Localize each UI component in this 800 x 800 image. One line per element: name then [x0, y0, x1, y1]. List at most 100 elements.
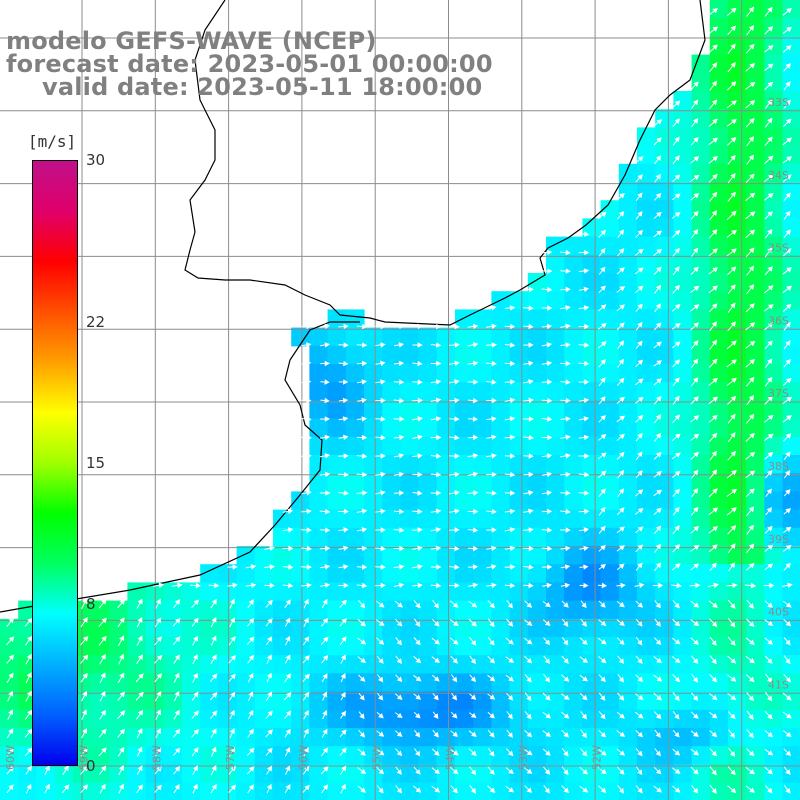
speed-cell [655, 163, 674, 183]
speed-cell [673, 418, 693, 438]
speed-cell [582, 382, 602, 401]
wind-arrow [339, 729, 347, 738]
speed-cell [782, 327, 800, 347]
speed-cell [600, 582, 620, 602]
speed-cell [746, 382, 765, 401]
wind-arrow [469, 636, 477, 646]
wind-arrow [450, 711, 458, 719]
wind-arrow [504, 305, 516, 311]
speed-cell [127, 746, 147, 765]
speed-cell [345, 746, 365, 765]
speed-cell [618, 637, 638, 656]
wind-arrow [449, 619, 459, 627]
wind-arrow [376, 766, 385, 775]
speed-cell [546, 691, 565, 711]
wind-arrow [708, 488, 718, 498]
speed-cell [436, 491, 456, 511]
wind-arrow [172, 618, 181, 627]
wind-arrow [541, 508, 553, 515]
speed-cell [327, 418, 347, 438]
speed-cell [455, 473, 474, 492]
wind-arrow [467, 434, 479, 441]
wind-arrow [524, 655, 533, 664]
speed-cell [618, 582, 638, 602]
speed-cell [600, 527, 620, 547]
wind-arrow [653, 119, 663, 127]
wind-arrow [671, 211, 681, 219]
wind-arrow [504, 490, 516, 496]
speed-cell [546, 345, 565, 365]
wind-arrow [727, 711, 736, 720]
wind-arrow [301, 453, 312, 459]
speed-cell [473, 709, 492, 729]
wind-arrow [783, 636, 791, 646]
wind-arrow [486, 379, 497, 385]
speed-cell [491, 600, 511, 620]
speed-cell [473, 400, 492, 420]
speed-cell [582, 709, 602, 729]
wind-arrow [727, 62, 736, 73]
wind-arrow [617, 692, 625, 701]
wind-arrow [672, 155, 680, 165]
wind-arrow [524, 730, 533, 738]
wind-arrow [80, 765, 89, 775]
wind-arrow [321, 747, 329, 757]
speed-cell [709, 473, 729, 492]
speed-cell [364, 564, 383, 583]
speed-cell [0, 782, 19, 800]
speed-cell [418, 673, 438, 693]
speed-cell [691, 291, 711, 310]
speed-cell [509, 728, 529, 747]
wind-arrow [709, 674, 718, 683]
speed-cell [618, 182, 638, 201]
wind-arrow [653, 211, 662, 219]
wind-arrow [763, 174, 774, 183]
wind-arrow [449, 471, 460, 478]
speed-cell [327, 364, 347, 383]
speed-cell [291, 546, 310, 565]
speed-cell [382, 473, 401, 492]
wind-arrow [303, 617, 309, 627]
wind-arrow [672, 284, 680, 294]
speed-cell [436, 673, 456, 693]
wind-arrow [764, 711, 773, 720]
speed-cell [0, 691, 19, 711]
wind-arrow [579, 785, 589, 793]
speed-cell [746, 218, 765, 238]
wind-arrow [321, 654, 329, 664]
wind-arrow [245, 582, 257, 589]
speed-cell [546, 527, 565, 547]
wind-arrow [228, 765, 236, 775]
speed-cell [273, 527, 292, 547]
wind-arrow [375, 342, 386, 348]
speed-cell [764, 728, 784, 747]
speed-cell [637, 600, 656, 620]
wind-arrow [541, 379, 553, 385]
speed-cell [764, 382, 784, 401]
wind-arrow [449, 453, 460, 459]
speed-cell [728, 273, 747, 292]
wind-arrow [524, 748, 533, 756]
wind-arrow [24, 709, 33, 720]
wind-arrow [210, 728, 217, 738]
wind-arrow [560, 397, 571, 404]
wind-arrow [375, 545, 386, 552]
speed-cell [327, 400, 347, 420]
wind-arrow [430, 545, 442, 552]
wind-arrow [672, 710, 680, 720]
coastline [0, 0, 706, 613]
speed-cell [691, 91, 711, 110]
wind-arrow [745, 451, 756, 460]
speed-cell [782, 509, 800, 529]
wind-arrow [228, 691, 236, 701]
speed-cell [109, 764, 128, 784]
wind-arrow [523, 342, 534, 348]
wind-arrow [301, 564, 312, 570]
speed-cell [746, 127, 765, 147]
wind-arrow [81, 690, 87, 702]
speed-cell [618, 491, 638, 511]
wind-arrow [284, 617, 291, 627]
speed-cell [418, 546, 438, 565]
wind-arrow [340, 710, 347, 719]
wind-arrow [265, 710, 273, 720]
